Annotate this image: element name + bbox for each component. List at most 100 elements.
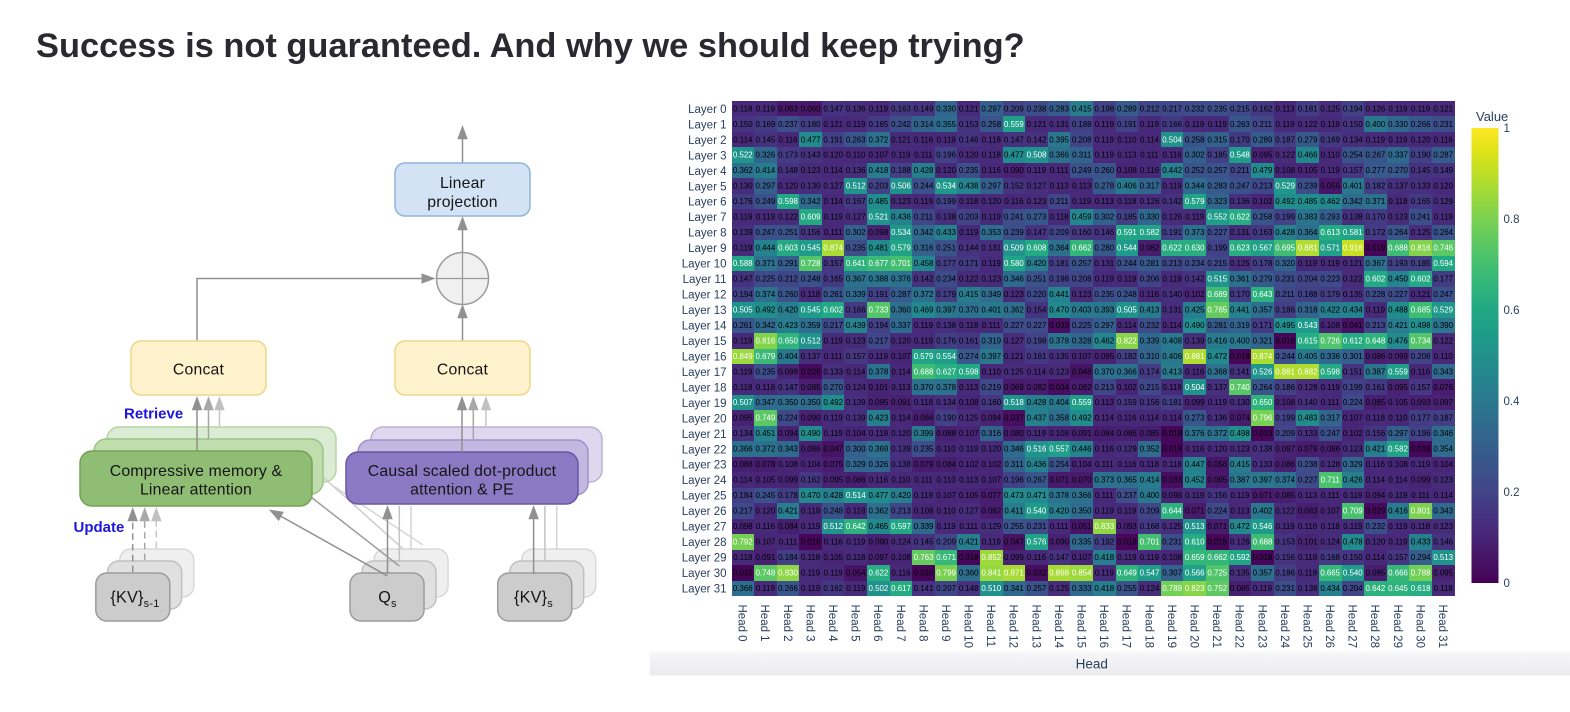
svg-text:0.725: 0.725 (1207, 568, 1227, 577)
svg-text:0.161: 0.161 (959, 336, 979, 345)
svg-text:0.119: 0.119 (982, 259, 1002, 268)
svg-text:0.255: 0.255 (1004, 522, 1024, 531)
svg-text:0.118: 0.118 (982, 151, 1002, 160)
svg-text:0.459: 0.459 (1072, 213, 1092, 222)
svg-text:0.144: 0.144 (959, 244, 979, 253)
svg-text:0.119: 0.119 (1117, 275, 1137, 284)
svg-text:0.603: 0.603 (778, 244, 798, 253)
svg-text:0.217: 0.217 (733, 507, 753, 516)
svg-text:0.428: 0.428 (1275, 228, 1295, 237)
svg-text:0.138: 0.138 (1343, 213, 1363, 222)
svg-text:0.260: 0.260 (778, 290, 798, 299)
svg-text:0.319: 0.319 (981, 336, 1001, 345)
svg-text:0.360: 0.360 (959, 568, 979, 577)
svg-text:Retrieve: Retrieve (124, 406, 183, 423)
svg-text:0.441: 0.441 (1230, 305, 1250, 314)
svg-text:0.113: 0.113 (1117, 151, 1137, 160)
svg-text:0.841: 0.841 (981, 568, 1001, 577)
svg-text:0.343: 0.343 (778, 445, 798, 454)
svg-text:0.121: 0.121 (823, 120, 843, 129)
svg-text:0.263: 0.263 (846, 135, 866, 144)
svg-text:0.335: 0.335 (1072, 538, 1092, 547)
svg-text:0.251: 0.251 (1027, 275, 1047, 284)
svg-text:0.428: 0.428 (1027, 398, 1047, 407)
svg-text:0.346: 0.346 (1004, 445, 1024, 454)
svg-text:0.261: 0.261 (823, 290, 843, 299)
svg-text:0.504: 0.504 (1162, 135, 1182, 144)
svg-text:0.602: 0.602 (1411, 275, 1431, 284)
svg-text:0.114: 0.114 (1140, 135, 1160, 144)
svg-text:0.466: 0.466 (1298, 151, 1318, 160)
svg-text:Layer 31: Layer 31 (682, 584, 727, 596)
svg-text:0.113: 0.113 (891, 383, 911, 392)
svg-text:0.119: 0.119 (982, 538, 1002, 547)
svg-text:0.119: 0.119 (914, 491, 934, 500)
svg-text:0.107: 0.107 (959, 429, 979, 438)
svg-text:0.098: 0.098 (733, 522, 753, 531)
svg-text:0.333: 0.333 (1072, 584, 1092, 593)
svg-text:0.135: 0.135 (1343, 290, 1363, 299)
svg-text:0.114: 0.114 (1117, 321, 1137, 330)
svg-text:Head 12: Head 12 (1007, 605, 1019, 648)
svg-text:0.179: 0.179 (1320, 290, 1340, 299)
svg-text:0.469: 0.469 (914, 305, 934, 314)
svg-text:0.353: 0.353 (981, 228, 1001, 237)
svg-text:0.091: 0.091 (1072, 429, 1092, 438)
svg-text:0.116: 0.116 (869, 476, 889, 485)
svg-text:0.193: 0.193 (1388, 259, 1408, 268)
svg-text:0.213: 0.213 (1253, 182, 1273, 191)
svg-text:0.125: 0.125 (1049, 584, 1069, 593)
svg-text:Head 6: Head 6 (871, 605, 883, 642)
svg-text:0.247: 0.247 (1433, 290, 1453, 299)
svg-text:0.209: 0.209 (936, 538, 956, 547)
svg-text:0.248: 0.248 (801, 275, 821, 284)
svg-text:0.194: 0.194 (1343, 104, 1363, 113)
svg-text:0.199: 0.199 (1207, 244, 1227, 253)
svg-text:0.650: 0.650 (778, 336, 798, 345)
svg-text:0.522: 0.522 (733, 151, 753, 160)
svg-text:0.244: 0.244 (1117, 259, 1137, 268)
svg-text:0.264: 0.264 (1388, 228, 1408, 237)
svg-text:Layer 24: Layer 24 (682, 475, 727, 487)
svg-text:0.111: 0.111 (779, 538, 798, 547)
svg-text:0.086: 0.086 (1320, 445, 1340, 454)
svg-text:0.490: 0.490 (1185, 321, 1205, 330)
svg-text:0.231: 0.231 (1162, 538, 1182, 547)
svg-text:0.121: 0.121 (959, 104, 979, 113)
svg-text:0.302: 0.302 (1094, 213, 1114, 222)
svg-text:0.110: 0.110 (1321, 151, 1341, 160)
svg-text:0.641: 0.641 (846, 259, 866, 268)
svg-text:0.874: 0.874 (823, 244, 843, 253)
svg-text:0.127: 0.127 (1027, 182, 1047, 191)
svg-text:Head 0: Head 0 (736, 605, 748, 642)
svg-text:0.421: 0.421 (1366, 445, 1386, 454)
svg-text:0.270: 0.270 (1388, 166, 1408, 175)
svg-text:0.028: 0.028 (801, 367, 821, 376)
svg-text:0.018: 0.018 (1230, 352, 1250, 361)
svg-text:0.217: 0.217 (1162, 104, 1182, 113)
svg-text:0.120: 0.120 (1411, 135, 1431, 144)
svg-text:0.114: 0.114 (1366, 553, 1386, 562)
svg-text:0.108: 0.108 (959, 398, 979, 407)
svg-text:0.315: 0.315 (1207, 135, 1227, 144)
svg-text:0.830: 0.830 (778, 568, 798, 577)
svg-text:0.490: 0.490 (801, 429, 821, 438)
svg-text:0.157: 0.157 (1343, 166, 1363, 175)
svg-text:0.617: 0.617 (891, 584, 911, 593)
svg-text:0.119: 0.119 (1095, 135, 1115, 144)
svg-text:0.187: 0.187 (1275, 135, 1295, 144)
svg-text:0.079: 0.079 (1298, 445, 1318, 454)
svg-text:0.123: 0.123 (1433, 522, 1453, 531)
svg-text:{KV}s: {KV}s (514, 589, 553, 611)
svg-text:0.483: 0.483 (1298, 414, 1318, 423)
svg-text:0.111: 0.111 (959, 522, 978, 531)
svg-text:0.247: 0.247 (1230, 182, 1250, 191)
svg-text:0.374: 0.374 (1275, 476, 1295, 485)
svg-text:0.477: 0.477 (801, 135, 821, 144)
svg-text:0.169: 0.169 (756, 120, 776, 129)
svg-text:0.135: 0.135 (1230, 568, 1250, 577)
svg-text:0.108: 0.108 (1320, 321, 1340, 330)
svg-text:0.118: 0.118 (733, 104, 753, 113)
svg-text:Linear: Linear (440, 175, 485, 192)
svg-text:0.107: 0.107 (1320, 507, 1340, 516)
